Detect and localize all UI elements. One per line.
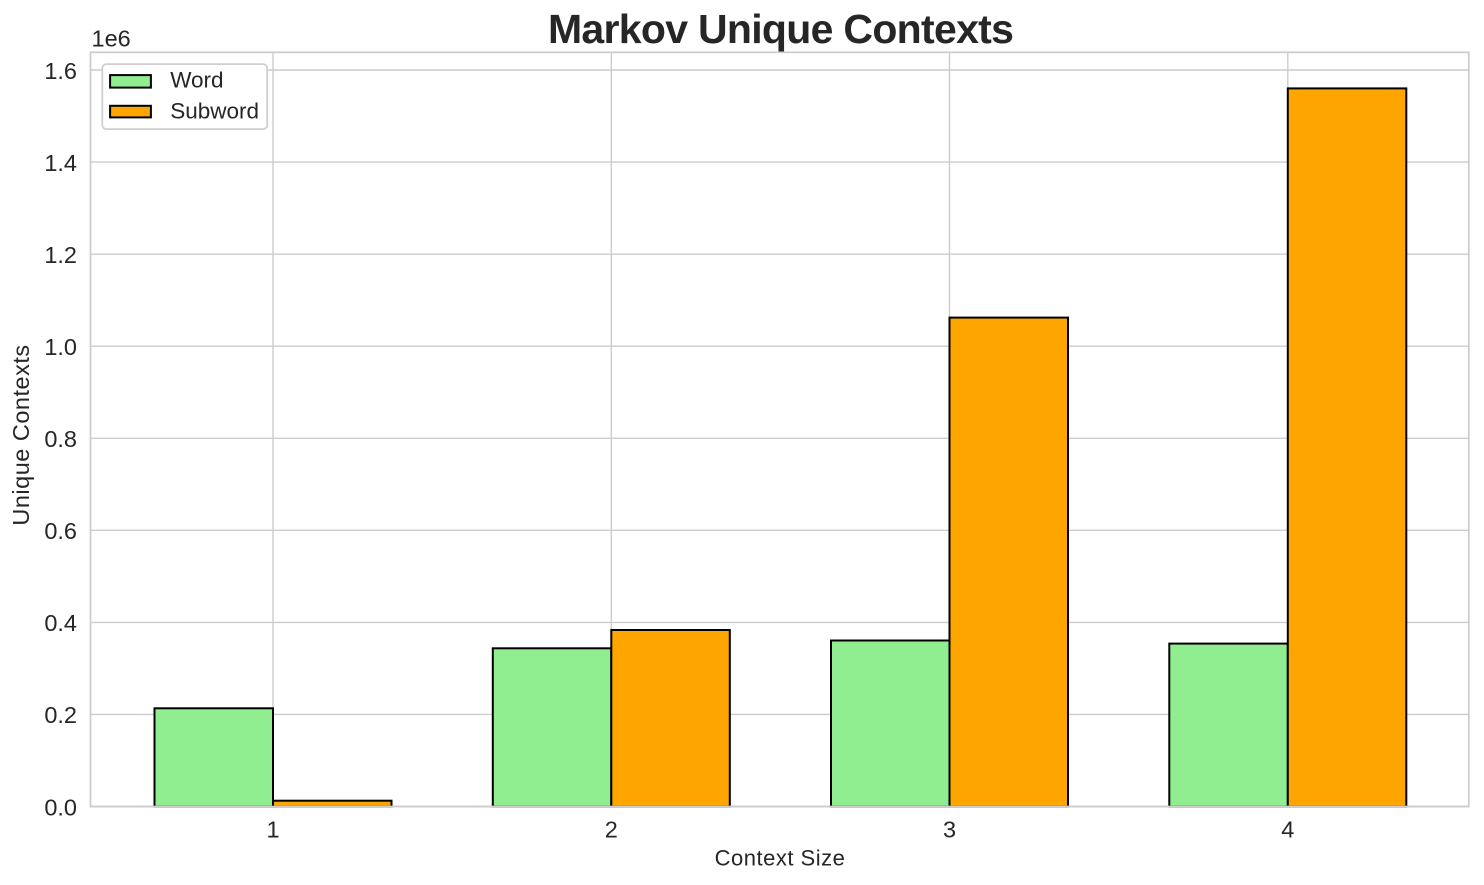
svg-text:1.2: 1.2 [44, 242, 77, 268]
svg-text:4: 4 [1281, 817, 1294, 843]
svg-text:1.6: 1.6 [44, 58, 77, 84]
svg-text:Context Size: Context Size [715, 845, 846, 870]
svg-text:0.8: 0.8 [44, 426, 77, 452]
svg-text:Unique Contexts: Unique Contexts [8, 344, 34, 525]
svg-text:3: 3 [943, 817, 956, 843]
svg-text:1: 1 [266, 817, 279, 843]
svg-text:Markov Unique Contexts: Markov Unique Contexts [548, 6, 1013, 52]
svg-text:0.2: 0.2 [44, 702, 77, 728]
svg-text:Word: Word [170, 68, 223, 93]
svg-text:0.6: 0.6 [44, 518, 77, 544]
svg-text:0.0: 0.0 [44, 794, 77, 820]
svg-text:1.0: 1.0 [44, 334, 77, 360]
svg-text:1e6: 1e6 [92, 26, 131, 52]
svg-text:0.4: 0.4 [44, 610, 77, 636]
svg-text:2: 2 [605, 817, 618, 843]
svg-text:1.4: 1.4 [44, 150, 77, 176]
svg-text:Subword: Subword [170, 98, 259, 123]
